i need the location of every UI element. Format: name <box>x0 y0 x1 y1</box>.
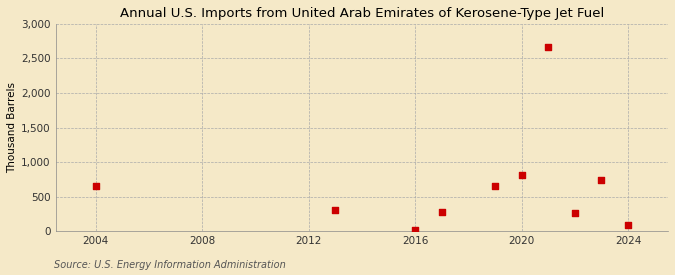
Point <box>90 184 101 188</box>
Point <box>436 210 447 214</box>
Text: Source: U.S. Energy Information Administration: Source: U.S. Energy Information Administ… <box>54 260 286 270</box>
Y-axis label: Thousand Barrels: Thousand Barrels <box>7 82 17 173</box>
Point <box>623 223 634 227</box>
Title: Annual U.S. Imports from United Arab Emirates of Kerosene-Type Jet Fuel: Annual U.S. Imports from United Arab Emi… <box>119 7 604 20</box>
Point <box>596 178 607 182</box>
Point <box>410 228 421 232</box>
Point <box>543 45 554 50</box>
Point <box>489 184 500 188</box>
Point <box>330 208 341 212</box>
Point <box>570 210 580 215</box>
Point <box>516 172 527 177</box>
